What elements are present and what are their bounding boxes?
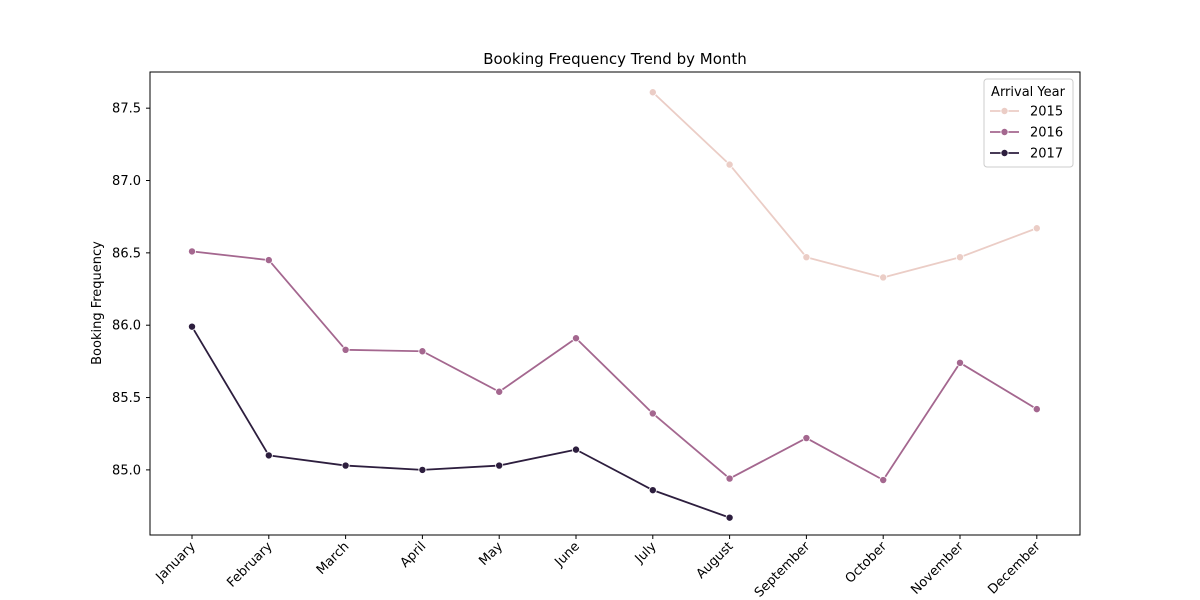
data-point-2017 — [187, 322, 196, 331]
legend-marker-2017 — [1000, 148, 1009, 157]
data-point-2016 — [341, 345, 350, 354]
data-point-2016 — [1032, 405, 1041, 414]
series-line-2016 — [191, 250, 1038, 481]
data-point-2016 — [495, 387, 504, 396]
legend-marker-2016 — [1000, 127, 1009, 136]
y-tick-label: 86.5 — [112, 246, 141, 261]
data-point-2017 — [648, 486, 657, 495]
y-tick-label: 87.0 — [112, 174, 141, 189]
legend-label-2016: 2016 — [1030, 126, 1063, 141]
legend-box — [983, 78, 1074, 168]
data-point-2017 — [495, 461, 504, 470]
x-tick-label: August — [694, 539, 737, 582]
data-point-2016 — [725, 474, 734, 483]
data-point-2015 — [956, 253, 965, 262]
plot-frame — [149, 71, 1081, 536]
y-tick-label: 86.0 — [112, 319, 141, 334]
x-tick-label: March — [314, 539, 353, 578]
data-point-2016 — [802, 434, 811, 443]
x-tick-label: September — [752, 539, 814, 600]
x-tick-label: October — [843, 539, 891, 587]
legend-label-2015: 2015 — [1030, 105, 1063, 120]
data-point-2015 — [802, 253, 811, 262]
series-line-2015 — [651, 91, 1038, 279]
legend: Arrival Year 2015 2016 2017 — [983, 78, 1074, 168]
y-tick-label: 85.5 — [112, 391, 141, 406]
data-point-2016 — [648, 409, 657, 418]
data-point-2016 — [187, 247, 196, 256]
data-point-2016 — [572, 334, 581, 343]
data-point-2017 — [418, 465, 427, 474]
legend-title: Arrival Year — [991, 85, 1066, 100]
data-point-2015 — [1032, 224, 1041, 233]
legend-label-2017: 2017 — [1030, 147, 1063, 162]
plot-area: 85.0 85.5 86.0 86.5 87.0 87.5 January February M… — [112, 88, 1044, 600]
x-tick-label: January — [153, 539, 199, 585]
x-tick-label: December — [985, 539, 1044, 598]
y-tick-label: 87.5 — [112, 102, 141, 117]
x-tick-label: February — [224, 539, 276, 591]
data-point-2015 — [725, 160, 734, 169]
x-tick-label: May — [476, 539, 506, 569]
x-tick-label: June — [551, 539, 582, 570]
data-point-2017 — [725, 513, 734, 522]
data-point-2017 — [572, 445, 581, 454]
data-point-2017 — [264, 451, 273, 460]
data-point-2016 — [264, 256, 273, 265]
data-point-2015 — [879, 273, 888, 282]
legend-marker-2015 — [1000, 107, 1009, 116]
x-tick-label: July — [632, 539, 660, 567]
data-point-2015 — [648, 88, 657, 97]
chart-title: Booking Frequency Trend by Month — [483, 50, 747, 68]
y-tick-label: 85.0 — [112, 463, 141, 478]
series-line-2017 — [191, 325, 731, 519]
x-tick-label: November — [908, 539, 967, 598]
data-point-2017 — [341, 461, 350, 470]
data-point-2016 — [418, 347, 427, 356]
y-axis-label: Booking Frequency — [90, 241, 105, 365]
data-point-2016 — [956, 358, 965, 367]
data-point-2016 — [879, 476, 888, 485]
x-tick-label: April — [398, 539, 430, 571]
